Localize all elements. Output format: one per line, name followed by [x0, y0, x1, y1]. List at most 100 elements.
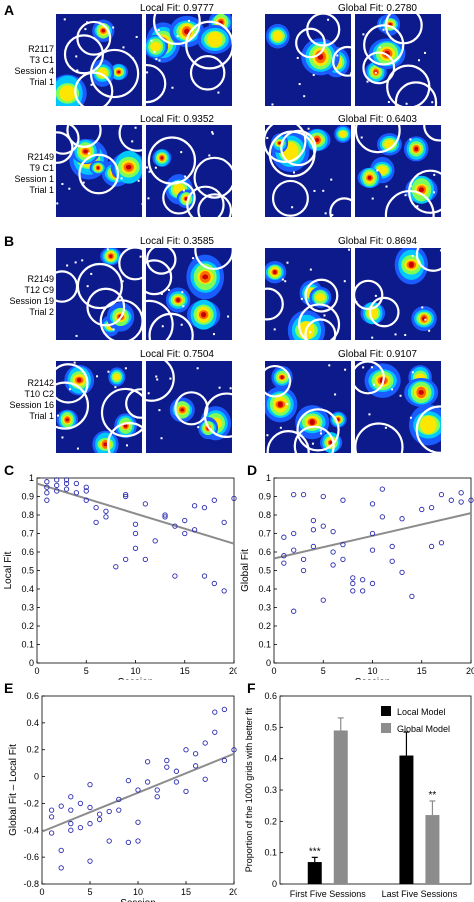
- data-point: [281, 560, 287, 566]
- empty-bin: [192, 257, 195, 260]
- empty-bin: [319, 429, 322, 432]
- firing-field-blob: [83, 149, 88, 154]
- empty-bin: [284, 280, 287, 283]
- empty-bin: [273, 328, 276, 331]
- data-point: [201, 573, 208, 579]
- panel-letter-a: A: [4, 2, 15, 18]
- empty-bin: [279, 426, 282, 429]
- cell-label-line: Session 1: [14, 174, 54, 184]
- x-tick-label: 20: [466, 666, 474, 676]
- cell-label-line: T9 C1: [29, 163, 54, 173]
- y-tick-label: 0.3: [264, 785, 277, 795]
- empty-bin: [167, 288, 170, 291]
- y-tick-label: 0: [266, 658, 271, 668]
- empty-bin: [411, 254, 414, 257]
- rate-map: [56, 361, 142, 453]
- y-tick-label: 0.6: [258, 547, 271, 557]
- empty-bin: [120, 177, 123, 180]
- grid-fit-circle: [146, 299, 174, 340]
- empty-bin: [313, 189, 316, 192]
- y-tick-label: 0.6: [26, 691, 39, 701]
- grid-fit-circle: [118, 248, 142, 281]
- empty-bin: [286, 402, 289, 405]
- empty-bin: [148, 170, 151, 173]
- data-point: [144, 759, 151, 765]
- y-axis-label: Proportion of the 1000 grids with better…: [244, 707, 254, 872]
- data-point: [291, 608, 297, 614]
- data-point: [448, 497, 454, 503]
- data-point: [154, 787, 160, 793]
- empty-bin: [158, 409, 161, 412]
- y-tick-label: 0.5: [21, 566, 34, 576]
- empty-bin: [428, 329, 431, 332]
- empty-bin: [155, 375, 158, 378]
- grid-fit-circle: [329, 197, 351, 217]
- data-point: [58, 803, 64, 809]
- data-point: [399, 569, 405, 576]
- rate-map: [146, 248, 232, 340]
- data-point: [310, 517, 317, 524]
- y-tick-label: 0.9: [258, 492, 271, 502]
- rate-map: [56, 14, 142, 106]
- y-tick-label: 0.5: [264, 722, 277, 732]
- data-point: [340, 541, 346, 548]
- data-point: [87, 820, 93, 827]
- grid-fit-circle: [368, 296, 400, 328]
- y-tick-label: 0.1: [21, 640, 34, 650]
- rate-map-image: [265, 125, 351, 217]
- data-point: [93, 519, 99, 526]
- data-point: [48, 830, 55, 836]
- y-tick-label: 1: [266, 473, 271, 483]
- grid-fit-circle: [56, 363, 89, 404]
- grid-fit-circle: [146, 63, 167, 104]
- data-point: [83, 488, 89, 494]
- data-point: [172, 523, 178, 529]
- cell-label-line: T10 C2: [24, 389, 54, 399]
- rate-map-image: [362, 14, 438, 106]
- y-tick-label: 0.8: [21, 510, 34, 520]
- grid-fit-circle: [415, 248, 441, 272]
- x-category-label: Last Five Sessions: [382, 889, 458, 899]
- regression-line: [36, 482, 235, 545]
- firing-field-blob: [336, 418, 340, 421]
- data-point: [63, 477, 70, 483]
- data-point: [300, 567, 307, 574]
- rate-map: [146, 14, 232, 106]
- data-point: [231, 495, 237, 501]
- firing-field-blob: [202, 274, 209, 280]
- data-point: [458, 499, 464, 505]
- empty-bin: [409, 416, 412, 419]
- empty-bin: [390, 388, 393, 391]
- data-point: [428, 504, 435, 511]
- data-point: [419, 506, 425, 513]
- empty-bin: [417, 59, 420, 62]
- rate-map-image: [146, 131, 232, 217]
- empty-bin: [322, 189, 325, 192]
- grid-fit-circle: [174, 391, 209, 426]
- cell-label-line: R2142: [27, 378, 54, 388]
- data-point: [44, 490, 50, 496]
- data-point: [96, 811, 103, 817]
- empty-bin: [157, 29, 160, 32]
- rate-map: [265, 125, 351, 217]
- y-tick-label: 0.2: [21, 621, 34, 631]
- data-point: [68, 807, 74, 813]
- rate-map: [146, 361, 232, 453]
- local-fit-label: Local Fit: 0.9352: [140, 114, 214, 125]
- data-point: [202, 776, 208, 782]
- empty-bin: [432, 191, 435, 194]
- rate-map: [56, 248, 142, 340]
- empty-bin: [404, 194, 407, 197]
- data-point: [132, 530, 139, 537]
- y-tick-label: 0.2: [26, 745, 39, 755]
- grid-fit-circle: [186, 185, 225, 217]
- data-point: [152, 538, 158, 544]
- data-point: [281, 534, 287, 540]
- empty-bin: [211, 132, 214, 135]
- firing-field-blob: [123, 423, 128, 428]
- data-point: [330, 562, 336, 568]
- rate-map: [265, 248, 351, 340]
- y-tick-label: -0.2: [23, 798, 39, 808]
- data-point: [123, 491, 129, 498]
- data-point: [87, 804, 93, 811]
